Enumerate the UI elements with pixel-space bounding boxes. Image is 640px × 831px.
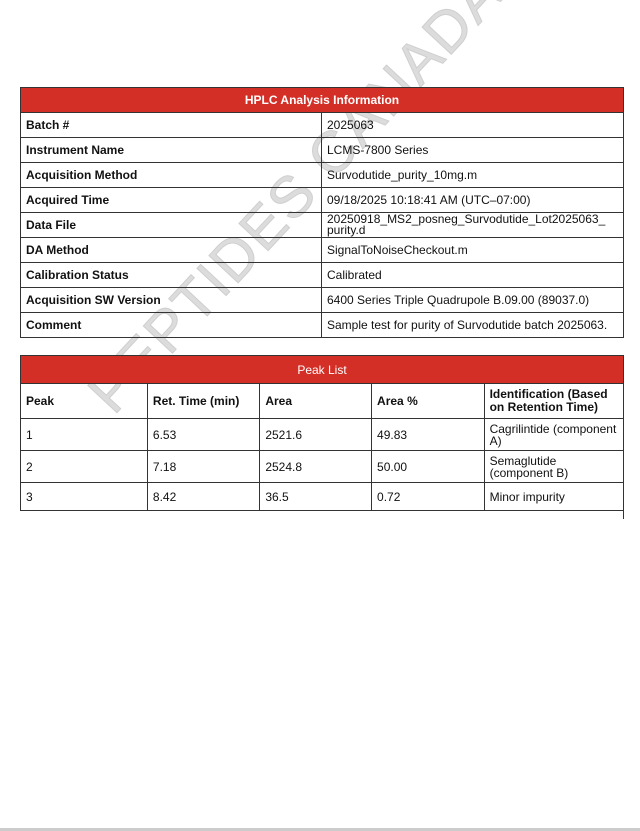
- table-row: Data File 20250918_MS2_posneg_Survodutide…: [20, 212, 624, 238]
- table-cell: 2: [20, 450, 148, 483]
- field-label: Instrument Name: [20, 137, 322, 163]
- field-value: LCMS-7800 Series: [321, 137, 624, 163]
- table-row: Batch #2025063: [20, 112, 624, 138]
- column-header: Ret. Time (min): [146, 383, 261, 419]
- table-cell: 0.72: [371, 482, 485, 511]
- field-value: Survodutide_purity_10mg.m: [321, 162, 624, 188]
- column-header: Area: [259, 383, 373, 419]
- field-label: Calibration Status: [20, 262, 322, 288]
- table-cell: 36.5: [259, 482, 373, 511]
- table-cell: 49.83: [371, 418, 485, 451]
- column-header: Identification (Based on Retention Time): [483, 383, 625, 419]
- table-row: DA Method SignalToNoiseCheckout.m: [20, 237, 624, 263]
- table-cell: 1: [20, 418, 148, 451]
- border-line: [623, 510, 624, 519]
- field-value: SignalToNoiseCheckout.m: [321, 237, 624, 263]
- field-value: 09/18/2025 10:18:41 AM (UTC–07:00): [321, 187, 624, 213]
- table-title: HPLC Analysis Information: [20, 87, 624, 113]
- table-cell: 6.53: [146, 418, 261, 451]
- table-row: 3 8.42 36.5 0.72 Minor impurity: [20, 482, 625, 511]
- field-label: DA Method: [20, 237, 322, 263]
- table-row: Acquisition SW Version 6400 Series Triple…: [20, 287, 624, 313]
- table-cell: 2521.6: [259, 418, 373, 451]
- field-label: Batch #: [20, 112, 322, 138]
- table-row: 2 7.18 2524.8 50.00 Semaglutide (component B…: [20, 450, 625, 483]
- field-label: Comment: [20, 312, 322, 338]
- column-header: Peak: [20, 383, 148, 419]
- field-value: 20250918_MS2_posneg_Survodutide_Lot20250…: [321, 212, 624, 238]
- table-cell: Semaglutide (component B): [483, 450, 625, 483]
- field-value: Calibrated: [321, 262, 624, 288]
- field-label: Acquisition Method: [20, 162, 322, 188]
- table-row: Acquired Time 09/18/2025 10:18:41 AM (UTC…: [20, 187, 624, 213]
- table-row: Instrument Name LCMS-7800 Series: [20, 137, 624, 163]
- table-cell: 3: [20, 482, 148, 511]
- table-title: Peak List: [20, 355, 624, 384]
- field-label: Acquisition SW Version: [20, 287, 322, 313]
- column-header: Area %: [371, 383, 485, 419]
- hplc-info-table: HPLC Analysis Information Batch #2025063…: [20, 87, 624, 338]
- table-row: Comment Sample test for purity of Survodu…: [20, 312, 624, 338]
- table-row: Acquisition Method Survodutide_purity_10m…: [20, 162, 624, 188]
- table-row: 1 6.53 2521.6 49.83 Cagrilintide (component …: [20, 418, 625, 451]
- field-value: Sample test for purity of Survodutide ba…: [321, 312, 624, 338]
- peak-list-table: Peak List Peak Ret. Time (min) Area Area % I…: [20, 355, 625, 511]
- table-cell: Cagrilintide (component A): [483, 418, 625, 451]
- field-label: Data File: [20, 212, 322, 238]
- table-cell: Minor impurity: [483, 482, 625, 511]
- table-cell: 7.18: [146, 450, 261, 483]
- page-bottom-line: [0, 828, 640, 831]
- field-value: 6400 Series Triple Quadrupole B.09.00 (8…: [321, 287, 624, 313]
- field-label: Acquired Time: [20, 187, 322, 213]
- table-cell: 2524.8: [259, 450, 373, 483]
- table-row: Calibration Status Calibrated: [20, 262, 624, 288]
- table-cell: 8.42: [146, 482, 261, 511]
- table-cell: 50.00: [371, 450, 485, 483]
- field-value: 2025063: [321, 112, 624, 138]
